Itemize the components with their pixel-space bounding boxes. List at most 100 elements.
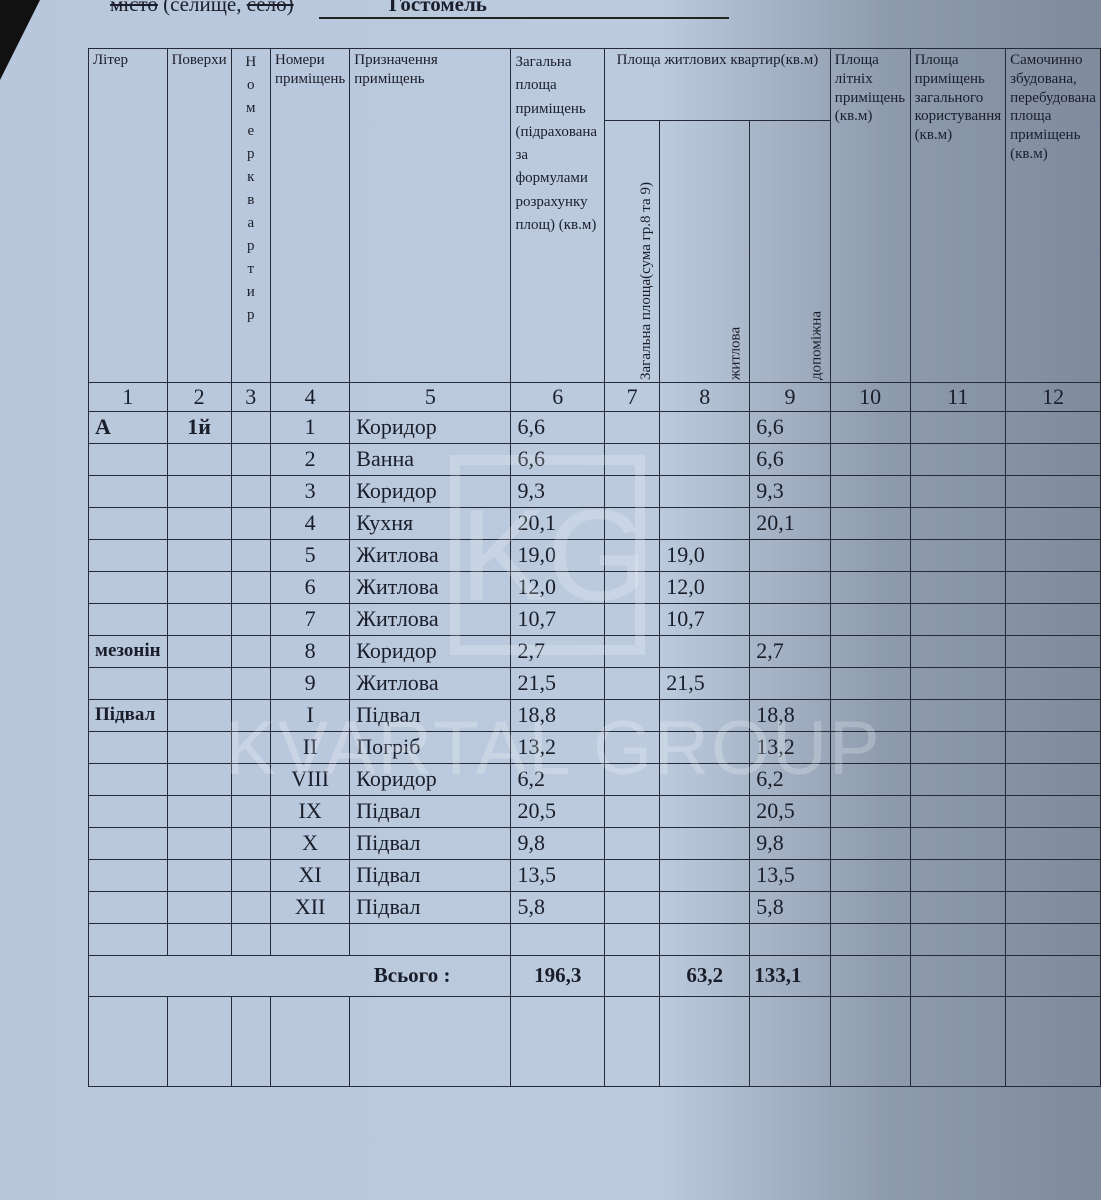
cell-no: XII — [269, 890, 351, 924]
cell-total: 9,3 — [510, 474, 606, 508]
cell-aux: 18,8 — [749, 698, 831, 732]
column-number: 11 — [909, 382, 1007, 412]
cell-no: 3 — [269, 474, 351, 508]
cell-empty — [909, 666, 1007, 700]
cell-empty — [230, 474, 271, 508]
table-row: 5 Житлова 19,0 19,0 — [88, 538, 1101, 572]
cell-empty — [1005, 826, 1101, 860]
cell-floor — [166, 634, 232, 668]
cell-empty — [604, 602, 661, 636]
cell-empty — [1005, 666, 1101, 700]
column-number: 5 — [349, 382, 512, 412]
cell-living — [659, 826, 751, 860]
cell-empty — [829, 698, 911, 732]
cell-total: 20,1 — [510, 506, 606, 540]
cell-aux: 2,7 — [749, 634, 831, 668]
cell-aux — [749, 538, 831, 572]
city-name: Гостомель — [318, 0, 729, 19]
cell-empty — [1005, 410, 1101, 444]
cell-empty — [829, 666, 911, 700]
cell-empty — [230, 794, 271, 828]
cell-aux: 9,8 — [749, 826, 831, 860]
cell-total: 6,6 — [510, 410, 606, 444]
cell-empty — [230, 730, 271, 764]
cell-empty — [909, 634, 1007, 668]
table-row: 4 Кухня 20,1 20,1 — [88, 506, 1101, 540]
cell-aux: 20,1 — [749, 506, 831, 540]
column-number: 7 — [604, 382, 661, 412]
cell-floor — [166, 762, 232, 796]
cell-floor — [166, 442, 232, 476]
cell-empty — [829, 858, 911, 892]
cell-empty — [829, 474, 911, 508]
cell-liter — [88, 602, 168, 636]
cell-no — [269, 922, 351, 956]
total-aux: 133,1 — [749, 954, 831, 997]
cell-liter — [88, 794, 168, 828]
table-row: А 1й 1 Коридор 6,6 6,6 — [88, 410, 1101, 444]
cell-empty — [909, 890, 1007, 924]
cell-no: 4 — [269, 506, 351, 540]
cell-empty — [1005, 698, 1101, 732]
cell-liter — [88, 890, 168, 924]
cell-empty — [909, 538, 1007, 572]
cell-empty — [604, 634, 661, 668]
cell-empty — [1005, 858, 1101, 892]
cell-empty — [909, 506, 1007, 540]
column-number: 1 — [88, 382, 168, 412]
col-liter: Літер — [88, 48, 168, 383]
cell-liter — [88, 474, 168, 508]
column-number: 8 — [659, 382, 751, 412]
photo-edge — [0, 0, 40, 80]
cell-empty — [1005, 922, 1101, 956]
cell-empty — [1005, 442, 1101, 476]
cell-total: 13,5 — [510, 858, 606, 892]
cell-empty — [230, 858, 271, 892]
cell-floor — [166, 730, 232, 764]
cell-aux: 9,3 — [749, 474, 831, 508]
cell-empty — [909, 762, 1007, 796]
table-row: мезонін 8 Коридор 2,7 2,7 — [88, 634, 1101, 668]
cell-empty — [230, 922, 271, 956]
col-summer: Площа літніх приміщень (кв.м) — [829, 48, 911, 383]
column-number: 12 — [1005, 382, 1101, 412]
cell-aux — [749, 666, 831, 700]
cell-empty — [1005, 474, 1101, 508]
cell-aux: 5,8 — [749, 890, 831, 924]
cell-no: 5 — [269, 538, 351, 572]
column-number: 6 — [510, 382, 606, 412]
cell-name: Житлова — [349, 666, 512, 700]
cell-empty — [909, 570, 1007, 604]
cell-empty — [1005, 634, 1101, 668]
cell-total: 10,7 — [510, 602, 606, 636]
cell-living — [659, 858, 751, 892]
village-label: село) — [246, 0, 294, 16]
cell-floor — [166, 858, 232, 892]
cell-no: 1 — [269, 410, 351, 444]
cell-living — [659, 634, 751, 668]
cell-empty — [230, 410, 271, 444]
column-number: 10 — [829, 382, 911, 412]
cell-empty — [909, 602, 1007, 636]
cell-living — [659, 730, 751, 764]
table-row: II Погріб 13,2 13,2 — [88, 730, 1101, 764]
cell-liter: А — [88, 410, 168, 444]
table-row: X Підвал 9,8 9,8 — [88, 826, 1101, 860]
cell-empty — [829, 730, 911, 764]
cell-empty — [604, 858, 661, 892]
cell-empty — [230, 890, 271, 924]
cell-empty — [1005, 538, 1101, 572]
cell-empty — [1005, 730, 1101, 764]
cell-empty — [230, 602, 271, 636]
cell-aux — [749, 922, 831, 956]
cell-no: 7 — [269, 602, 351, 636]
cell-living — [659, 506, 751, 540]
total-living: 63,2 — [659, 954, 751, 997]
cell-empty — [829, 538, 911, 572]
table-row: XII Підвал 5,8 5,8 — [88, 890, 1101, 924]
cell-name: Коридор — [349, 474, 512, 508]
cell-empty — [1005, 570, 1101, 604]
cell-empty — [230, 506, 271, 540]
cell-floor: 1й — [166, 410, 232, 444]
cell-empty — [829, 410, 911, 444]
